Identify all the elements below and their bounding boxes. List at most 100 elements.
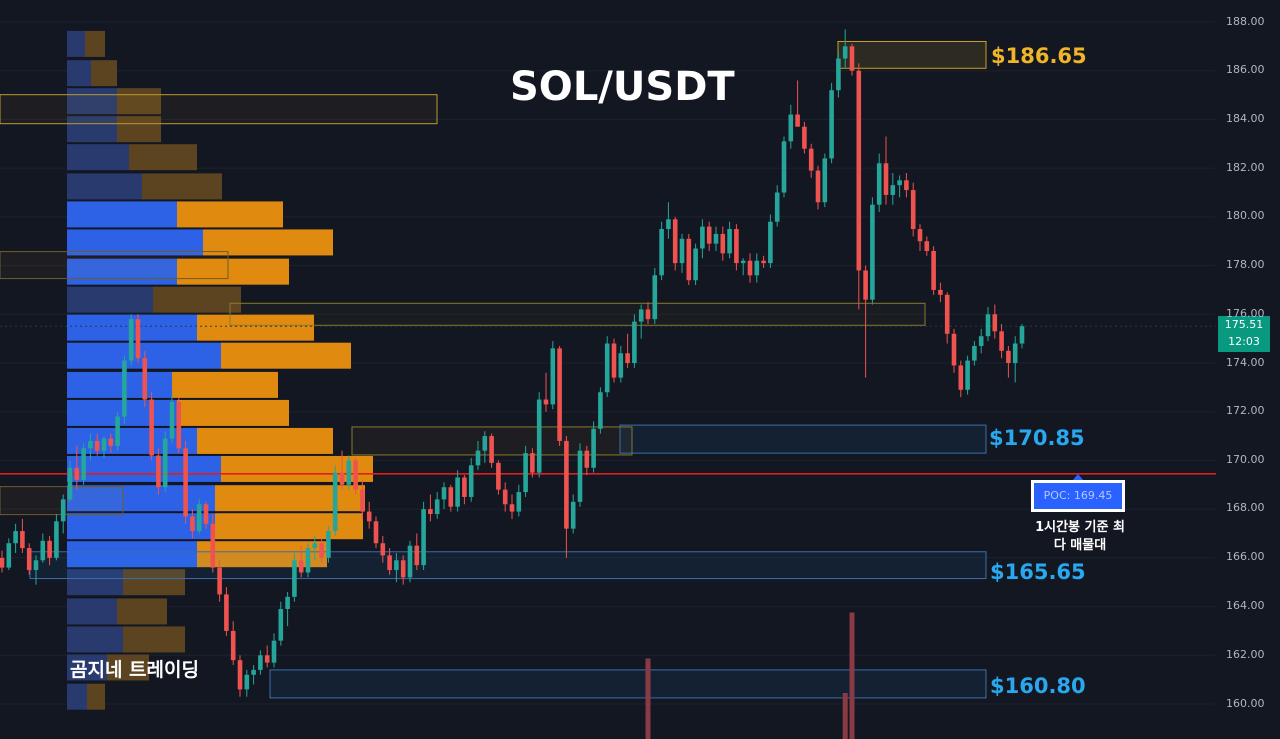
candle-body (863, 270, 868, 300)
zone-label-160: $160.80 (990, 674, 1086, 698)
candle-body (543, 399, 549, 405)
candle-body (870, 204, 875, 300)
candle-body (332, 472, 338, 532)
resistance-box-176 (229, 302, 926, 326)
candle-body (60, 499, 66, 522)
candle-body (604, 343, 610, 393)
candle-body (190, 516, 195, 532)
candle-body (128, 319, 134, 361)
vp-buy-bar (67, 286, 153, 313)
candle-body (985, 314, 991, 337)
candle-body (509, 504, 515, 512)
candle-body (618, 353, 624, 378)
candle-body (156, 455, 161, 488)
candle-body (489, 436, 494, 463)
candle-body (271, 640, 277, 663)
y-tick: 186.00 (1226, 63, 1265, 76)
candle-body (6, 543, 12, 568)
candle-body (74, 467, 80, 480)
candle-body (162, 438, 168, 488)
candle-body (972, 345, 977, 361)
candle-body (754, 260, 760, 276)
candle-body (978, 336, 984, 346)
candle-body (319, 543, 324, 558)
current-price-tag: 175.51 12:03 (1218, 316, 1270, 352)
candle-body (550, 348, 556, 405)
vp-sell-bar (197, 427, 333, 454)
candle-body (230, 630, 236, 661)
y-tick: 182.00 (1226, 161, 1265, 174)
candle-body (122, 360, 127, 417)
vp-sell-bar (172, 371, 278, 398)
candle-body (652, 275, 658, 320)
candle-body (298, 560, 304, 573)
candle-body (951, 333, 957, 366)
candle-body (0, 557, 5, 568)
candle-body (890, 185, 896, 195)
y-tick: 168.00 (1226, 501, 1265, 514)
candle-body (400, 560, 406, 578)
candle-body (788, 114, 794, 142)
candle-body (244, 674, 250, 690)
vp-buy-bar (67, 30, 85, 57)
candle-body (713, 233, 719, 244)
vp-sell-bar (177, 201, 283, 228)
candle-body (659, 229, 664, 276)
y-tick: 160.00 (1226, 697, 1265, 710)
candle-body (54, 521, 59, 558)
candle-body (101, 438, 107, 451)
candle-body (693, 248, 698, 281)
zone-label-186: $186.65 (991, 44, 1087, 68)
candle-body (251, 669, 256, 675)
candle-body (516, 492, 522, 512)
candle-body (196, 504, 202, 532)
candle-body (536, 399, 542, 473)
vp-buy-bar (67, 455, 221, 482)
vp-sell-bar (142, 173, 222, 200)
candle-body (183, 448, 188, 517)
candle-body (584, 450, 590, 468)
candle-body (26, 548, 32, 571)
vp-buy-bar (67, 371, 172, 398)
candle-body (13, 531, 18, 544)
zone-label-165: $165.65 (990, 560, 1086, 584)
resistance-zone (837, 40, 987, 69)
vp-sell-bar (197, 314, 314, 341)
vp-sell-bar (221, 342, 351, 369)
vp-buy-bar (67, 173, 142, 200)
candle-body (842, 46, 848, 59)
candle-body (407, 545, 413, 578)
candle-body (285, 596, 290, 610)
candle-body (81, 448, 86, 480)
vp-sell-bar (117, 88, 161, 115)
candle-body (1019, 326, 1025, 344)
candle-body (638, 309, 644, 322)
candle-body (992, 314, 998, 332)
candle-body (570, 501, 576, 529)
poc-note: 1시간봉 기준 최다 매물대 (1035, 520, 1125, 553)
vp-buy-bar (67, 485, 215, 512)
candle-body (360, 489, 365, 512)
vp-sell-bar (91, 60, 117, 87)
candle-body (822, 158, 828, 203)
vp-sell-bar (177, 399, 289, 426)
candle-body (999, 331, 1004, 351)
candle-body (203, 504, 209, 524)
vp-buy-bar (67, 258, 177, 285)
candle-body (88, 440, 93, 449)
vp-buy-bar (67, 541, 197, 568)
poc-badge: POC: 169.45 (1031, 480, 1125, 512)
candle-body (264, 655, 270, 663)
poc-pointer (1072, 474, 1084, 481)
vp-sell-bar (107, 654, 149, 681)
candle-body (924, 241, 930, 251)
candle-body (169, 401, 175, 439)
candle-body (448, 487, 454, 507)
volume-bar (842, 693, 848, 739)
vp-buy-bar (67, 144, 129, 171)
candle-body (849, 46, 855, 71)
candle-body (482, 436, 488, 451)
candle-body (258, 655, 263, 670)
candle-body (502, 489, 508, 505)
